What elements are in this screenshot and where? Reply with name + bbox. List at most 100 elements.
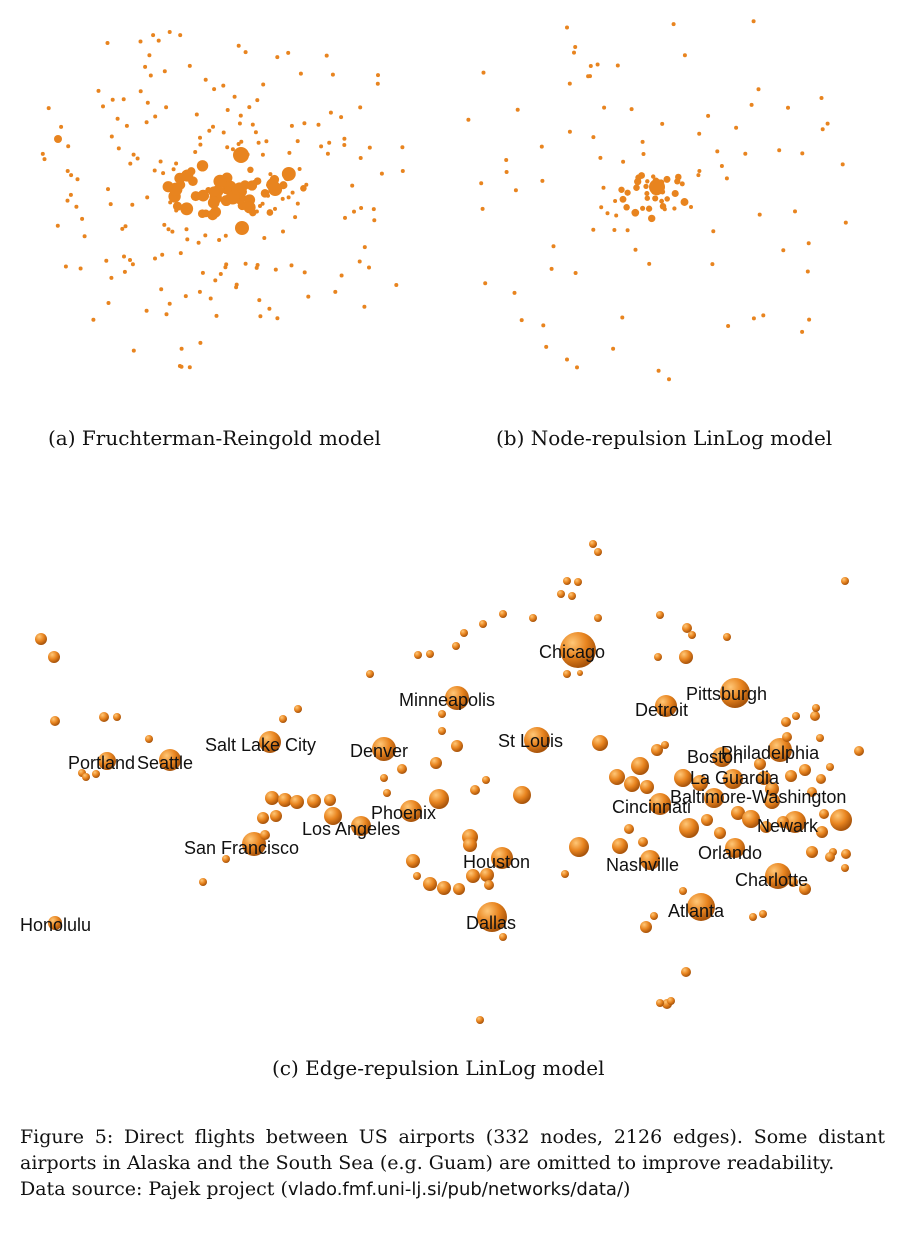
graph-node (124, 123, 129, 128)
graph-node (225, 108, 230, 112)
graph-node (172, 201, 183, 211)
graph-node (319, 144, 324, 149)
graph-node (278, 793, 292, 807)
graph-node (625, 228, 630, 233)
graph-node (799, 764, 811, 776)
graph-node (324, 807, 342, 825)
graph-node (122, 269, 127, 274)
graph-node (515, 107, 520, 112)
graph-node (183, 294, 188, 299)
graph-node (46, 106, 51, 111)
graph-node (572, 50, 576, 55)
graph-node (793, 209, 797, 214)
graph-node (513, 786, 531, 804)
graph-node (816, 774, 826, 784)
graph-node (68, 192, 73, 197)
airport-node (560, 632, 596, 668)
graph-node (357, 259, 362, 264)
graph-node (92, 770, 100, 778)
caption-source-suffix: ) (623, 1178, 631, 1200)
graph-node (438, 710, 446, 718)
subcaption-a: (a) Fruchterman-Reingold model (48, 426, 381, 450)
graph-node (325, 151, 330, 156)
graph-node (143, 64, 148, 69)
graph-node (297, 167, 302, 171)
graph-node (679, 181, 685, 187)
graph-node (75, 177, 80, 182)
label-newark: Newark (757, 816, 819, 836)
graph-node (613, 199, 618, 203)
graph-node (609, 769, 625, 785)
airport-labels: Chicago Pittsburgh Minneapolis Detroit S… (20, 642, 846, 935)
graph-node (153, 256, 157, 261)
graph-node (711, 229, 716, 234)
graph-node (366, 670, 374, 678)
graph-node (145, 195, 150, 200)
graph-node (612, 228, 617, 232)
graph-node (588, 64, 593, 68)
graph-node (638, 172, 646, 179)
graph-node (166, 227, 171, 232)
graph-node (161, 171, 166, 176)
graph-node (602, 105, 607, 110)
graph-node (187, 365, 192, 370)
graph-node (298, 71, 303, 76)
graph-node (167, 301, 172, 306)
graph-node (250, 122, 255, 127)
graph-node (35, 633, 47, 645)
label-pittsburgh: Pittsburgh (686, 684, 767, 704)
graph-node (281, 166, 296, 181)
graph-node (786, 105, 790, 110)
graph-node (243, 201, 256, 214)
graph-node (644, 195, 651, 201)
graph-node (307, 794, 321, 808)
graph-node (96, 88, 101, 93)
node-cluster-c (35, 540, 864, 1024)
airport-node (640, 850, 660, 870)
caption-source-prefix: Data source: Pajek project ( (20, 1178, 288, 1200)
graph-node (504, 158, 509, 162)
graph-node (680, 198, 689, 206)
graph-node (258, 204, 262, 208)
graph-node (476, 1016, 484, 1024)
graph-node (573, 45, 578, 49)
graph-node (765, 782, 779, 796)
label-la-guardia: La Guardia (690, 768, 780, 788)
label-dallas: Dallas (466, 913, 516, 933)
graph-node (178, 33, 183, 38)
graph-node (197, 189, 210, 202)
graph-node (619, 195, 627, 203)
label-seattle: Seattle (137, 753, 193, 773)
graph-node (479, 181, 484, 186)
graph-node (614, 213, 619, 218)
graph-node (414, 651, 422, 659)
graph-node (131, 152, 136, 157)
graph-node (295, 139, 300, 144)
label-phoenix: Phoenix (371, 803, 436, 823)
caption-main-text: Figure 5: Direct flights between US airp… (20, 1126, 885, 1174)
graph-node (640, 921, 652, 933)
graph-node (651, 174, 656, 179)
graph-node (162, 69, 167, 74)
graph-node (372, 218, 377, 223)
label-honolulu: Honolulu (20, 915, 91, 935)
graph-node (255, 263, 260, 267)
graph-node (781, 717, 791, 727)
graph-node (825, 121, 830, 126)
graph-node (224, 262, 229, 267)
graph-node (243, 261, 248, 266)
graph-node (290, 190, 295, 195)
graph-node (656, 999, 664, 1007)
airport-node (720, 678, 750, 708)
graph-node (816, 734, 824, 742)
graph-node (295, 201, 300, 206)
graph-node (799, 883, 811, 895)
graph-node (594, 548, 602, 556)
graph-node (247, 166, 254, 174)
graph-node (193, 150, 198, 154)
graph-node (437, 881, 451, 895)
graph-node (104, 258, 109, 263)
graph-node (719, 164, 724, 168)
graph-node (200, 270, 205, 275)
graph-node (238, 113, 243, 118)
